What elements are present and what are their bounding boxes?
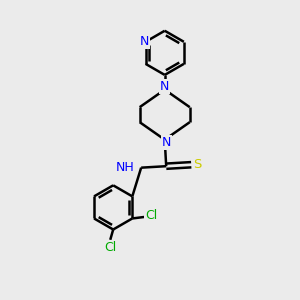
Text: N: N <box>160 80 169 93</box>
Text: Cl: Cl <box>145 209 158 222</box>
Text: NH: NH <box>116 161 135 174</box>
Text: N: N <box>161 136 171 149</box>
Text: S: S <box>194 158 202 171</box>
Text: Cl: Cl <box>104 241 116 254</box>
Text: N: N <box>140 35 149 48</box>
